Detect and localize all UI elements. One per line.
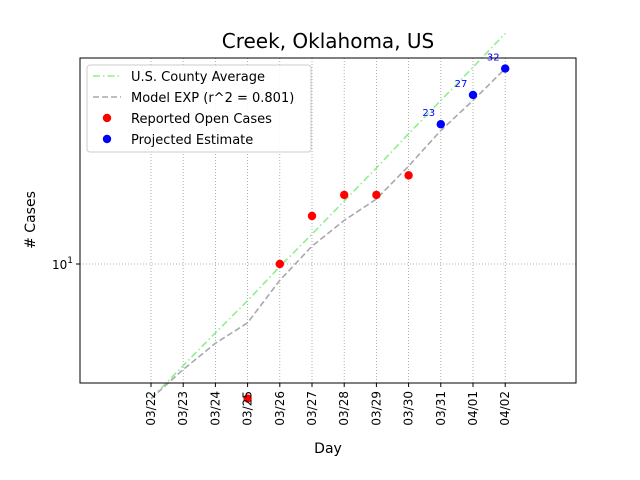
x-tick-label: 03/28	[337, 391, 351, 426]
data-point	[243, 394, 252, 403]
legend-label: U.S. County Average	[131, 70, 265, 85]
x-axis: 03/22 03/23 03/24 03/25 03/26 03/27 03/28 03/29…	[144, 383, 512, 426]
x-tick-label: 04/01	[466, 391, 480, 426]
x-axis-label: Day	[314, 441, 342, 457]
x-tick-label: 03/31	[434, 391, 448, 426]
legend-label: Projected Estimate	[131, 133, 253, 148]
x-tick-label: 03/30	[402, 391, 416, 426]
data-point	[275, 259, 284, 269]
x-tick-label: 03/23	[176, 391, 190, 426]
data-point	[307, 211, 317, 221]
series-markers	[243, 64, 510, 403]
series-line	[150, 68, 506, 400]
legend-label: Reported Open Cases	[131, 112, 272, 127]
plot-area	[79, 57, 577, 384]
series-line	[150, 32, 506, 400]
data-point	[501, 64, 510, 73]
y-tick-label: 101	[52, 256, 73, 272]
legend-marker	[102, 134, 112, 144]
data-point	[436, 120, 445, 129]
x-tick-label: 03/29	[369, 391, 383, 426]
chart-title: Creek, Oklahoma, US	[222, 29, 435, 53]
data-point	[372, 190, 381, 200]
y-axis-label: # Cases	[23, 191, 39, 249]
legend: U.S. County Average Model EXP (r^2 = 0.80…	[86, 64, 312, 153]
data-point	[404, 171, 413, 180]
x-tick-label: 03/25	[241, 391, 255, 426]
legend-label: Model EXP (r^2 = 0.801)	[131, 91, 294, 106]
legend-frame	[86, 64, 312, 153]
x-tick-label: 03/22	[144, 391, 158, 426]
series-lines	[150, 32, 506, 400]
data-label: 27	[455, 79, 468, 90]
data-label: 23	[422, 108, 435, 119]
x-tick-label: 03/27	[305, 391, 319, 426]
data-point	[468, 90, 478, 100]
x-tick-label: 03/26	[273, 391, 287, 426]
data-point	[340, 190, 349, 200]
y-axis: 101	[52, 256, 80, 272]
x-tick-label: 04/02	[498, 391, 512, 426]
x-tick-label: 03/24	[208, 391, 222, 426]
legend-marker	[102, 113, 112, 123]
